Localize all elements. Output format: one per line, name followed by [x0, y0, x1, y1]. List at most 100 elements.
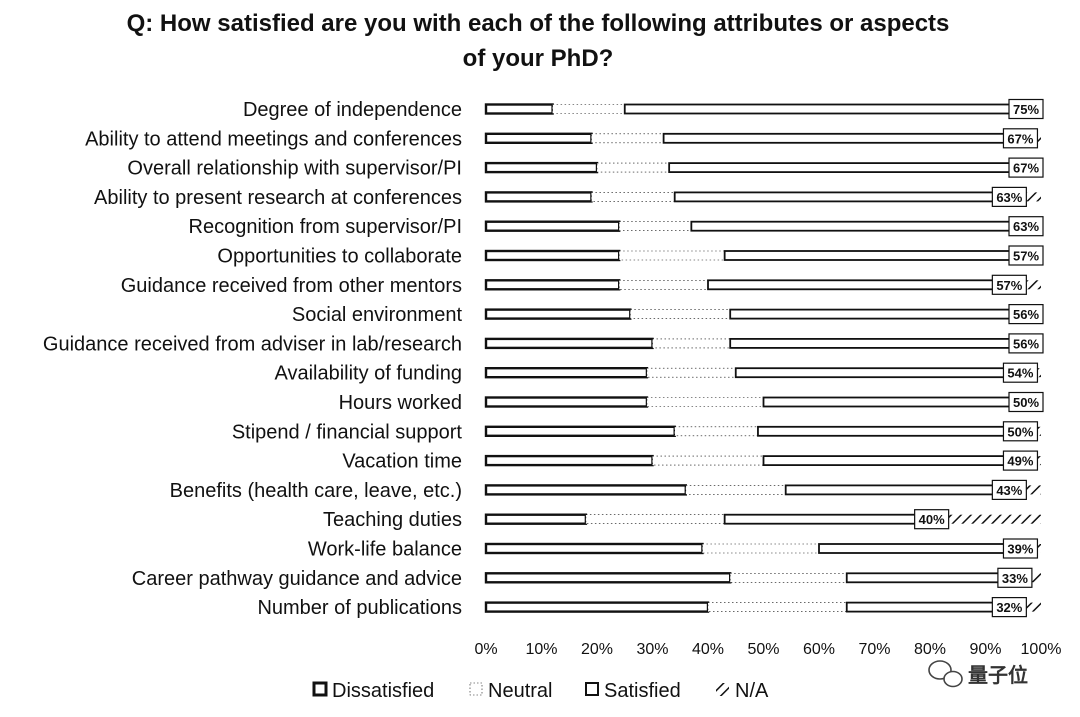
bar-dissatisfied-18: [484, 601, 710, 613]
x-tick-10: 10%: [525, 641, 557, 658]
x-tick-60: 60%: [803, 641, 835, 658]
category-label-teaching-duties: Teaching duties: [323, 509, 462, 531]
data-label-18: 32%: [996, 600, 1022, 615]
legend-swatch-satisfied: [585, 682, 599, 696]
x-tick-80: 80%: [914, 641, 946, 658]
bar-n-a-12: [1035, 426, 1041, 436]
category-label-stipend-financial-support: Stipend / financial support: [232, 421, 463, 443]
x-tick-30: 30%: [636, 641, 668, 658]
bar-dissatisfied-16: [484, 542, 704, 555]
legend-swatch-dissatisfied: [312, 681, 328, 697]
x-tick-40: 40%: [692, 641, 724, 658]
bar-neutral-7: [618, 279, 709, 290]
bar-neutral-1: [552, 104, 626, 114]
legend-item-na: N/A: [716, 680, 769, 702]
bar-satisfied-8: [729, 308, 1042, 320]
legend-item-dissatisfied: Dissatisfied: [312, 680, 434, 702]
bar-satisfied-9: [729, 337, 1042, 349]
category-label-career-pathway-guidance-and-advice: Career pathway guidance and advice: [132, 568, 462, 590]
x-tick-0: 0%: [474, 641, 497, 658]
data-label-15: 40%: [919, 512, 945, 527]
bar-neutral-11: [646, 397, 764, 407]
data-label-16: 39%: [1007, 542, 1033, 557]
legend-label-na: N/A: [735, 680, 769, 702]
bar-neutral-13: [652, 455, 764, 466]
category-label-overall-relationship-with-supervisor-pi: Overall relationship with supervisor/PI: [127, 158, 462, 180]
bar-dissatisfied-1: [484, 103, 554, 115]
data-label-box-6: [1008, 245, 1044, 266]
data-label-box-5: [1008, 216, 1044, 237]
x-tick-50: 50%: [747, 641, 779, 658]
x-tick-70: 70%: [858, 641, 890, 658]
category-label-social-environment: Social environment: [292, 304, 463, 326]
data-label-2: 67%: [1007, 131, 1033, 146]
legend-label-neutral: Neutral: [488, 680, 552, 702]
category-labels: Degree of independence Ability to attend …: [43, 99, 463, 619]
bar-neutral-2: [591, 133, 664, 144]
bar-dissatisfied-13: [484, 454, 654, 467]
chart-title-line-2: of your PhD?: [463, 45, 614, 72]
data-label-14: 43%: [996, 483, 1022, 498]
category-label-opportunities-to-collaborate: Opportunities to collaborate: [217, 246, 462, 268]
data-label-box-14: [991, 479, 1027, 500]
bar-n-a-14: [1024, 485, 1041, 495]
category-label-availability-of-funding: Availability of funding: [274, 363, 462, 385]
category-label-benefits-health-care-leave-etc: Benefits (health care, leave, etc.): [170, 480, 462, 502]
watermark-text: 量子位: [968, 663, 1028, 687]
legend: Dissatisfied Neutral Satisfied N/A: [312, 680, 769, 702]
data-label-box-9: [1008, 333, 1044, 354]
bar-dissatisfied-5: [484, 220, 621, 232]
bar-satisfied-15: [723, 513, 948, 525]
data-label-box-1: [1008, 98, 1044, 120]
bar-neutral-14: [685, 485, 786, 495]
data-label-box-15: [914, 509, 950, 530]
category-label-guidance-received-from-other-mentors: Guidance received from other mentors: [121, 275, 462, 297]
category-label-degree-of-independence: Degree of independence: [243, 99, 462, 121]
legend-item-satisfied: Satisfied: [585, 680, 681, 702]
bar-satisfied-13: [762, 455, 1037, 467]
bar-neutral-12: [674, 426, 759, 437]
bar-satisfied-12: [757, 425, 1037, 437]
data-label-box-4: [991, 186, 1027, 207]
data-label-5: 63%: [1013, 219, 1039, 234]
data-label-box-18: [991, 596, 1027, 618]
legend-item-neutral: Neutral: [469, 680, 552, 702]
bar-dissatisfied-14: [484, 484, 688, 496]
bar-satisfied-4: [673, 191, 1026, 203]
data-label-9: 56%: [1013, 336, 1039, 351]
bar-satisfied-10: [734, 367, 1037, 379]
bar-neutral-15: [585, 514, 725, 525]
bar-satisfied-2: [662, 132, 1037, 144]
data-label-13: 49%: [1007, 454, 1033, 469]
x-tick-20: 20%: [581, 641, 613, 658]
bar-neutral-16: [702, 543, 820, 554]
chart-title-line-1: Q: How satisfied are you with each of th…: [127, 10, 950, 37]
data-label-12: 50%: [1007, 424, 1033, 439]
data-label-8: 56%: [1013, 307, 1039, 322]
data-label-3: 67%: [1013, 161, 1039, 176]
bar-satisfied-5: [690, 220, 1042, 232]
category-label-number-of-publications: Number of publications: [257, 597, 462, 619]
category-label-ability-to-present-research-at-conferences: Ability to present research at conferenc…: [94, 187, 462, 209]
bar-n-a-7: [1024, 280, 1041, 290]
category-label-work-life-balance: Work-life balance: [308, 539, 462, 561]
data-label-17: 33%: [1002, 571, 1028, 586]
bar-dissatisfied-4: [484, 191, 593, 203]
bar-dissatisfied-17: [484, 572, 732, 584]
bar-dissatisfied-7: [484, 279, 621, 291]
bar-neutral-6: [618, 250, 725, 261]
wechat-icon: [928, 660, 963, 688]
bar-neutral-3: [596, 162, 670, 173]
data-label-box-16: [1002, 538, 1039, 559]
data-label-box-10: [1002, 362, 1039, 383]
bar-satisfied-3: [668, 162, 1042, 174]
bars: [484, 103, 1042, 613]
bar-neutral-18: [707, 602, 848, 612]
bar-satisfied-11: [762, 396, 1042, 408]
category-label-guidance-received-from-adviser-in-lab-research: Guidance received from adviser in lab/re…: [43, 333, 462, 355]
bar-dissatisfied-2: [484, 132, 593, 145]
bar-satisfied-6: [723, 250, 1042, 261]
data-label-1: 75%: [1013, 102, 1039, 117]
bar-n-a-18: [1024, 602, 1041, 612]
